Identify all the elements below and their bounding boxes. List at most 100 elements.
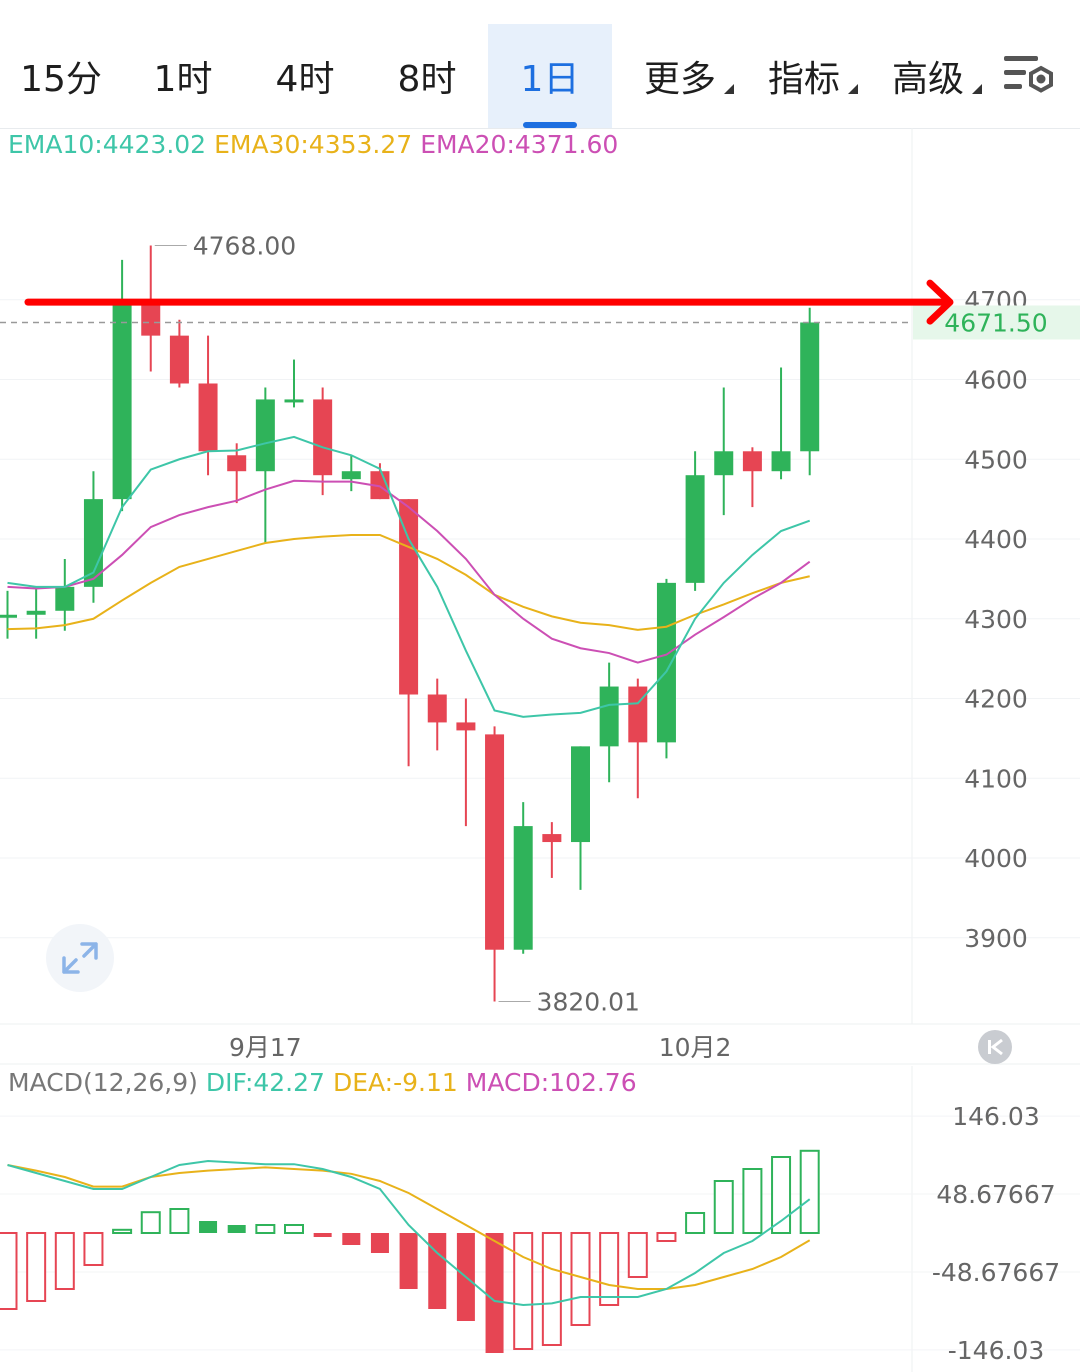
macd-bar: [799, 1149, 820, 1234]
price-tick-label: 4000: [964, 844, 1028, 873]
ema10-legend: EMA10:4423.02: [8, 130, 207, 159]
macd-bar: [0, 1232, 18, 1310]
candle-body: [227, 455, 247, 472]
tab-label: 1日: [520, 59, 580, 100]
expand-icon[interactable]: [46, 924, 114, 992]
ema-legend: EMA10:4423.02 EMA30:4353.27 EMA20:4371.60: [8, 130, 626, 159]
macd-bar: [284, 1224, 304, 1234]
price-tick-label: 4100: [964, 764, 1028, 793]
macd-bar: [26, 1232, 47, 1302]
macd-tick-label: 146.03: [952, 1102, 1039, 1131]
macd-bar: [656, 1232, 677, 1242]
macd-value-legend: MACD:102.76: [465, 1068, 637, 1097]
tab-label: 8时: [397, 59, 457, 100]
macd-params: MACD(12,26,9): [8, 1068, 198, 1097]
macd-bar: [513, 1232, 534, 1350]
tab-label: 高级: [891, 59, 964, 100]
timeframe-tabs: 15分 1时 4时 8时 1日 更多 指标 高级: [0, 0, 1080, 129]
ema30-legend: EMA30:4353.27: [214, 130, 413, 159]
dea-legend: DEA:-9.11: [332, 1068, 458, 1097]
macd-bar: [742, 1168, 763, 1234]
dif-legend: DIF:42.27: [205, 1068, 325, 1097]
macd-bar: [342, 1233, 361, 1245]
candle-body: [169, 335, 189, 384]
candle-body: [55, 586, 75, 611]
tab-label: 指标: [767, 59, 840, 100]
candle-body: [399, 499, 419, 695]
dropdown-caret-icon: [724, 84, 734, 94]
macd-bar: [685, 1212, 706, 1234]
tab-label: 1时: [153, 59, 213, 100]
chart-settings-icon[interactable]: [998, 48, 1060, 106]
candle-body: [571, 746, 590, 843]
macd-bar: [313, 1233, 332, 1237]
candle-body: [83, 499, 103, 587]
ema10-line: [7, 435, 811, 718]
macd-bar: [599, 1232, 620, 1306]
macd-tick-label: -146.03: [948, 1336, 1045, 1365]
ema20-line: [7, 479, 811, 664]
tab-label: 15分: [20, 59, 102, 100]
candle-body: [0, 614, 17, 618]
macd-bar: [627, 1232, 648, 1278]
macd-tick-label: 48.67667: [936, 1180, 1055, 1209]
scroll-to-latest-icon[interactable]: [978, 1030, 1012, 1064]
resistance-arrow-head: [926, 279, 954, 325]
macd-histogram: [0, 1149, 820, 1353]
macd-bar: [771, 1156, 792, 1234]
macd-bar: [112, 1228, 133, 1235]
candle-body: [255, 399, 275, 472]
price-tick-label: 4300: [964, 605, 1028, 634]
macd-bar: [485, 1233, 504, 1353]
candle-body: [427, 694, 447, 723]
candle-body: [313, 399, 333, 476]
tab-more[interactable]: 更多: [624, 24, 736, 128]
current-price-label: 4671.50: [944, 308, 1047, 337]
macd-bar: [541, 1232, 562, 1346]
candle-body: [656, 582, 676, 743]
macd-bar: [83, 1232, 104, 1266]
date-tick-label: 9月17: [229, 1033, 302, 1062]
tab-1d[interactable]: 1日: [488, 24, 612, 128]
price-tick-label: 3900: [964, 924, 1028, 953]
candle-body: [26, 610, 46, 615]
macd-bar: [399, 1233, 418, 1289]
dif-line: [7, 1159, 811, 1307]
low-price-label: 3820.01: [537, 988, 640, 1017]
tab-indicators[interactable]: 指标: [748, 24, 860, 128]
active-tab-indicator: [523, 122, 577, 128]
candle-body: [485, 734, 505, 950]
candle-body: [599, 686, 619, 747]
tab-15m[interactable]: 15分: [0, 24, 122, 128]
macd-legend: MACD(12,26,9) DIF:42.27 DEA:-9.11 MACD:102.…: [8, 1068, 645, 1097]
tab-4h[interactable]: 4时: [244, 24, 366, 128]
candle-body: [771, 451, 791, 472]
macd-bar: [255, 1224, 276, 1234]
candle-body: [284, 399, 304, 403]
candle-body: [198, 383, 218, 452]
macd-bar: [227, 1225, 246, 1233]
candle-body: [513, 826, 533, 950]
candle-body: [542, 834, 562, 843]
candle-body: [628, 686, 648, 743]
candle-body: [141, 303, 161, 336]
candle-body: [742, 451, 762, 472]
macd-bar: [54, 1232, 75, 1290]
candle-body: [341, 471, 361, 480]
ema30-line: [7, 534, 810, 631]
dropdown-caret-icon: [972, 84, 982, 94]
tab-label: 4时: [275, 59, 335, 100]
price-tick-label: 4400: [964, 525, 1028, 554]
dropdown-caret-icon: [848, 84, 858, 94]
ema20-legend: EMA20:4371.60: [420, 130, 619, 159]
tab-1h[interactable]: 1时: [122, 24, 244, 128]
tab-advanced[interactable]: 高级: [872, 24, 984, 128]
macd-tick-label: -48.67667: [932, 1258, 1060, 1287]
macd-bar: [713, 1180, 734, 1234]
tab-8h[interactable]: 8时: [366, 24, 488, 128]
price-tick-label: 4600: [964, 366, 1028, 395]
tab-label: 更多: [643, 59, 716, 100]
macd-bar: [428, 1233, 447, 1309]
candle-body: [714, 451, 734, 476]
